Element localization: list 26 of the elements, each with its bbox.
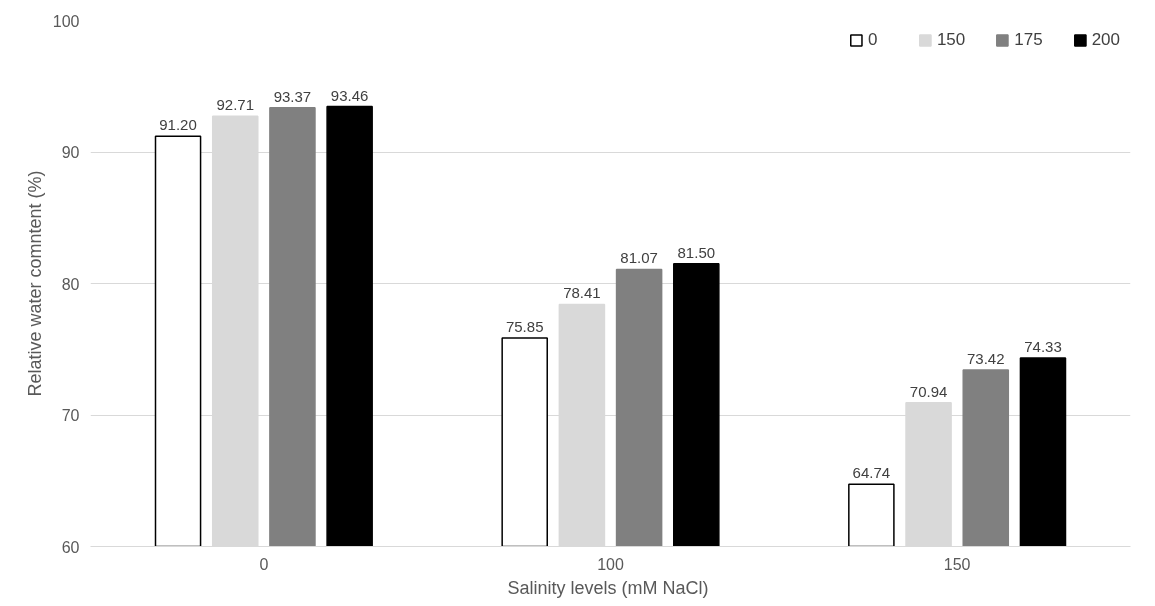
y-tick-label: 60 [61,538,80,556]
y-axis-title: Relative water comntent (%) [24,170,45,397]
y-tick-label: 80 [61,275,80,293]
data-label: 64.74 [852,464,891,482]
x-tick-label: 100 [597,555,624,573]
data-label: 70.94 [909,382,948,400]
x-axis-title: Salinity levels (mM NaCl) [507,577,709,598]
x-tick-label: 0 [259,555,269,573]
data-label: 93.37 [273,87,312,105]
legend-label: 150 [936,30,966,50]
data-label: 81.07 [620,249,658,267]
data-label: 75.85 [505,318,544,336]
legend-label: 200 [1091,30,1120,50]
legend-label: 175 [1014,30,1043,50]
data-label: 81.50 [677,243,716,261]
y-tick-label: 100 [52,12,80,30]
data-label: 74.33 [1024,338,1062,356]
data-label: 92.71 [216,96,255,114]
data-label: 93.46 [330,86,369,104]
y-tick-label: 90 [61,144,80,161]
x-tick-label: 150 [943,555,971,573]
y-tick-label: 70 [61,407,80,424]
legend-label: 0 [867,30,879,50]
data-label: 91.20 [159,116,197,134]
data-label: 73.42 [967,350,1005,368]
data-label: 78.41 [563,284,601,302]
